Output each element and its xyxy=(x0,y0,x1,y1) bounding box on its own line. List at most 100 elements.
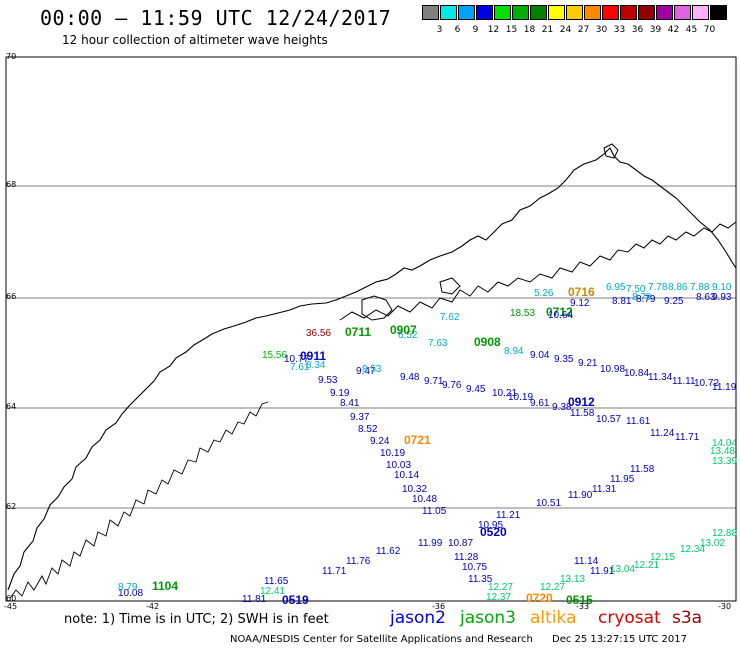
lon-label-minus45: -45 xyxy=(4,602,18,611)
track-value-jason3: 13.48 xyxy=(710,446,735,457)
generated-timestamp: Dec 25 13:27:15 UTC 2017 xyxy=(552,634,687,645)
track-value-jason2_B: 9.45 xyxy=(466,384,486,395)
track-value-jason2_A: 11.05 xyxy=(422,506,447,517)
lon-label-minus33: -33 xyxy=(576,602,590,611)
scale-swatch xyxy=(638,5,655,20)
track-value-jason2_D: 11.31 xyxy=(592,484,617,495)
track-value-jason2_B: 9.61 xyxy=(530,398,550,409)
track-value-jason3: 12.37 xyxy=(486,592,511,603)
track-value-jason2_C: 10.84 xyxy=(624,368,649,379)
track-value-jason2_A: 10.87 xyxy=(448,538,473,549)
scale-swatch xyxy=(530,5,547,20)
legend-jason3: jason3 xyxy=(460,608,516,628)
map-frame xyxy=(5,56,737,602)
track-value-jason2_B: 11.71 xyxy=(675,432,700,443)
scale-swatch xyxy=(674,5,691,20)
scale-swatch xyxy=(566,5,583,20)
track-value-jason2_E: 8.63 xyxy=(696,292,716,303)
track-value-jason2_D: 11.90 xyxy=(568,490,593,501)
pass-label: 0912 xyxy=(568,395,595,409)
track-value-jason2_D: 11.95 xyxy=(610,474,635,485)
track-value-altika: 7.63 xyxy=(428,338,448,349)
track-value-altika: 7.62 xyxy=(440,312,460,323)
misc-value: 5.26 xyxy=(534,288,554,299)
track-value-jason3: 12.34 xyxy=(680,544,705,555)
track-value-jason2_B: 9.47 xyxy=(356,366,376,377)
track-value-jason2_B: 11.61 xyxy=(626,416,651,427)
legend-s3a: s3a xyxy=(672,608,703,628)
track-value-jason2_A: 11.35 xyxy=(468,574,493,585)
track-value-jason3: 12.15 xyxy=(650,552,675,563)
track-value-jason3: 13.39 xyxy=(712,456,737,467)
scale-swatch xyxy=(548,5,565,20)
lat-gridlines xyxy=(6,185,736,509)
scale-swatch xyxy=(476,5,493,20)
misc-value: 15.56 xyxy=(262,350,287,361)
scale-swatch xyxy=(692,5,709,20)
misc-value: 18.53 xyxy=(510,308,535,319)
track-value-jason3: 13.13 xyxy=(560,574,585,585)
track-value-jason2_C: 10.72 xyxy=(694,378,719,389)
track-value-jason2_D: 11.81 xyxy=(242,594,267,605)
scale-label: 30 xyxy=(595,25,608,35)
track-value-jason2_E: 9.12 xyxy=(570,298,590,309)
track-value-jason2_D: 11.65 xyxy=(264,576,289,587)
track-value-jason2_E: 10.08 xyxy=(118,588,143,599)
track-value-jason2_B: 10.19 xyxy=(508,392,533,403)
scale-swatch xyxy=(440,5,457,20)
track-value-jason2_A: 10.48 xyxy=(412,494,437,505)
pass-label: 1104 xyxy=(152,579,178,593)
track-values: 9.539.198.419.378.529.2410.1910.0310.141… xyxy=(118,282,737,605)
misc-value: 10.64 xyxy=(548,310,573,321)
scale-swatch xyxy=(710,5,727,20)
scale-label: 24 xyxy=(559,25,572,35)
track-value-jason2_C: 9.35 xyxy=(554,354,574,365)
scale-swatch xyxy=(422,5,439,20)
pass-label: 0720 xyxy=(526,591,553,605)
track-value-jason2_A: 11.28 xyxy=(454,552,479,563)
scale-swatch xyxy=(656,5,673,20)
misc-values: 15.56 36.56 10.77 18.53 5.26 10.64 8.79 xyxy=(118,288,573,593)
track-value-jason2_A: 9.53 xyxy=(318,375,338,386)
track-value-jason2_B: 11.58 xyxy=(570,408,595,419)
scale-label: 3 xyxy=(436,25,443,35)
scale-label: 27 xyxy=(577,25,590,35)
track-value-altika: 6.95 xyxy=(606,282,626,293)
track-value-jason3: 14.04 xyxy=(712,438,737,449)
scale-swatch xyxy=(602,5,619,20)
greenland-coastline xyxy=(7,147,737,591)
scale-label: 45 xyxy=(685,25,698,35)
track-value-jason2_C: 11.19 xyxy=(712,382,737,393)
misc-value: 8.79 xyxy=(118,582,138,593)
scale-swatch xyxy=(620,5,637,20)
track-value-jason2_A: 8.41 xyxy=(340,398,360,409)
track-value-jason2_B: 9.71 xyxy=(424,376,444,387)
lon-label-minus36: -36 xyxy=(432,602,446,611)
track-value-altika: 9.10 xyxy=(712,282,732,293)
scale-label: 39 xyxy=(649,25,662,35)
track-value-jason2_E: 9.25 xyxy=(664,296,684,307)
scale-swatch xyxy=(458,5,475,20)
track-value-jason2_A: 9.24 xyxy=(370,436,390,447)
track-value-jason2_A: 10.32 xyxy=(402,484,427,495)
track-value-jason2_B: 9.48 xyxy=(400,372,420,383)
pass-label: 0515 xyxy=(566,593,593,607)
track-value-jason2_D: 10.51 xyxy=(536,498,561,509)
track-value-altika: 8.53 xyxy=(362,364,382,375)
track-value-jason3: 12.41 xyxy=(260,586,285,597)
track-value-jason2_B: 10.57 xyxy=(596,414,621,425)
scale-label: 21 xyxy=(541,25,554,35)
scale-swatch xyxy=(512,5,529,20)
track-value-jason2_D: 10.95 xyxy=(478,520,503,531)
track-value-jason2_A: 10.03 xyxy=(386,460,411,471)
pass-label: 0716 xyxy=(568,285,595,299)
pass-label: 0520 xyxy=(480,525,507,539)
track-value-jason2_E: 9.93 xyxy=(712,292,732,303)
scale-label: 12 xyxy=(487,25,500,35)
track-value-jason2_D: 11.62 xyxy=(376,546,401,557)
scale-label: 70 xyxy=(703,25,716,35)
track-value-jason2_E: 8.79 xyxy=(636,294,656,305)
scale-label: 42 xyxy=(667,25,680,35)
track-value-jason2_D: 11.21 xyxy=(496,510,521,521)
track-value-jason2_D: 11.58 xyxy=(630,464,655,475)
